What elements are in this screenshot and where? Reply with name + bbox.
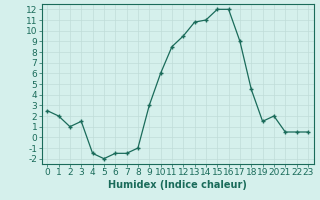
X-axis label: Humidex (Indice chaleur): Humidex (Indice chaleur)	[108, 180, 247, 190]
